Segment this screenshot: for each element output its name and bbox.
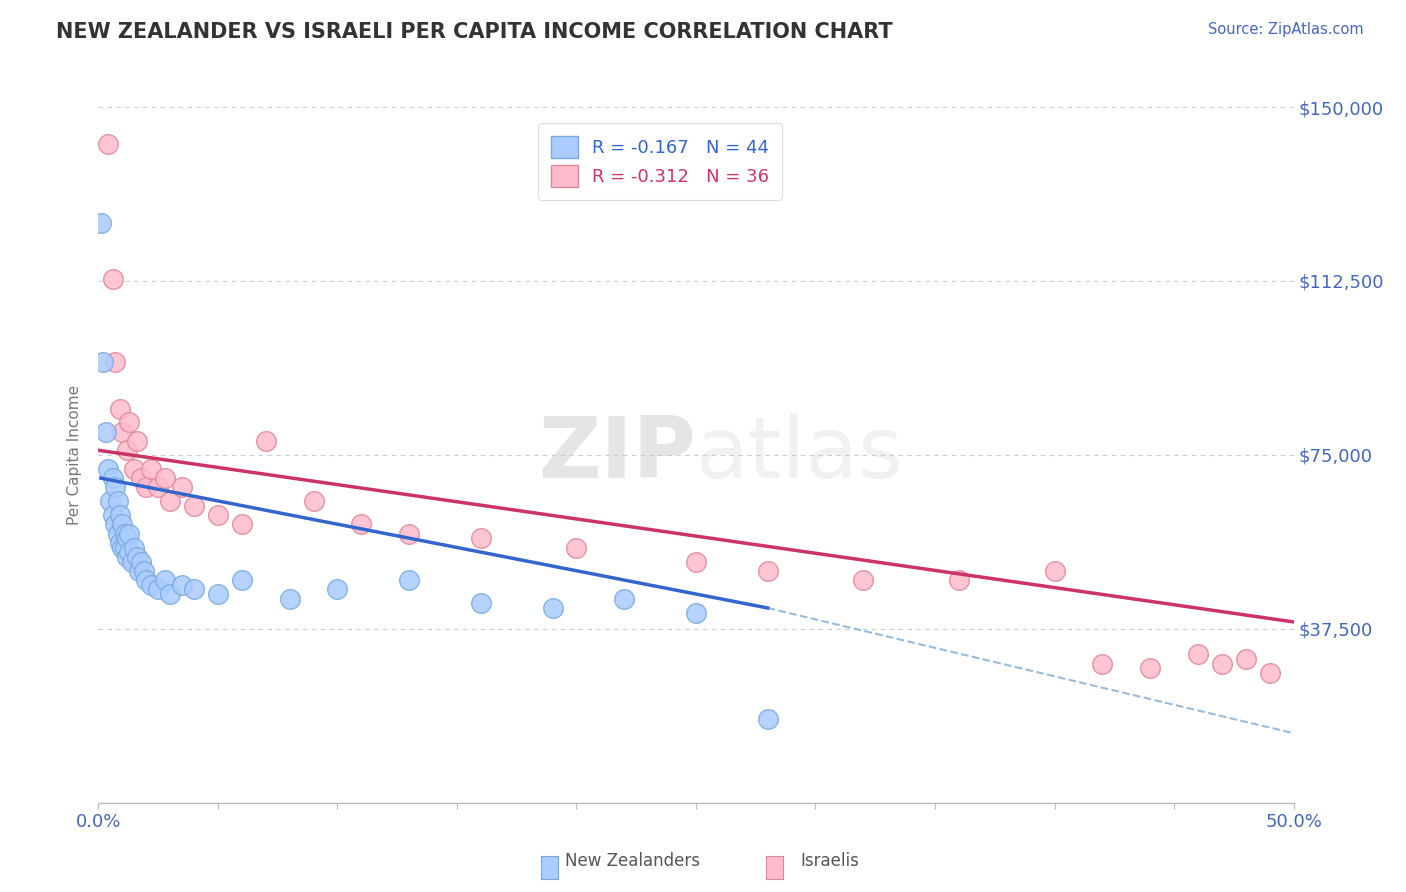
Point: [852, 573, 875, 587]
Point: [101, 508, 124, 523]
Point: [231, 573, 253, 587]
Point: [97, 137, 120, 152]
Point: [172, 578, 194, 592]
Point: [131, 471, 153, 485]
Point: [108, 536, 131, 550]
Point: [139, 462, 162, 476]
Point: [98, 494, 122, 508]
Point: [1043, 564, 1066, 578]
Point: [159, 494, 181, 508]
Point: [132, 564, 155, 578]
Point: [131, 555, 153, 569]
Point: [118, 545, 141, 559]
Point: [155, 573, 177, 587]
Point: [148, 480, 170, 494]
Legend: R = -0.167   N = 44, R = -0.312   N = 36: R = -0.167 N = 44, R = -0.312 N = 36: [538, 123, 782, 200]
Point: [128, 564, 150, 578]
Point: [111, 517, 134, 532]
Point: [302, 494, 325, 508]
Point: [1091, 657, 1114, 671]
Text: ZIP: ZIP: [538, 413, 696, 497]
Text: Source: ZipAtlas.com: Source: ZipAtlas.com: [1208, 22, 1364, 37]
Point: [114, 526, 136, 541]
Point: [121, 555, 143, 569]
Point: [94, 425, 117, 439]
Point: [115, 549, 138, 564]
Point: [114, 541, 136, 555]
Point: [104, 517, 127, 532]
Point: [183, 582, 205, 597]
Point: [948, 573, 970, 587]
Point: [90, 216, 112, 230]
Point: [108, 401, 131, 416]
Point: [207, 587, 229, 601]
Point: [111, 541, 134, 555]
Point: [350, 517, 373, 532]
Point: [613, 591, 636, 606]
Point: [756, 564, 779, 578]
Point: [398, 526, 420, 541]
Point: [398, 573, 420, 587]
Point: [1234, 652, 1257, 666]
Point: [1187, 648, 1209, 662]
Point: [97, 462, 120, 476]
Text: Israelis: Israelis: [800, 852, 859, 870]
Point: [183, 499, 205, 513]
Text: atlas: atlas: [696, 413, 904, 497]
Point: [118, 416, 141, 430]
Point: [107, 526, 129, 541]
Point: [685, 606, 707, 620]
Point: [107, 494, 129, 508]
Point: [1258, 665, 1281, 680]
Point: [685, 555, 707, 569]
Point: [1211, 657, 1233, 671]
Text: New Zealanders: New Zealanders: [565, 852, 700, 870]
Point: [115, 532, 138, 546]
Point: [541, 601, 564, 615]
Point: [155, 471, 177, 485]
Point: [104, 355, 127, 369]
Point: [148, 582, 170, 597]
Point: [565, 541, 588, 555]
Point: [159, 587, 181, 601]
Point: [326, 582, 349, 597]
Point: [470, 596, 492, 610]
Point: [125, 434, 148, 448]
Point: [111, 425, 134, 439]
Point: [172, 480, 194, 494]
Point: [254, 434, 277, 448]
Point: [470, 532, 492, 546]
Point: [135, 573, 157, 587]
Point: [91, 355, 114, 369]
Point: [135, 480, 157, 494]
Point: [101, 271, 124, 285]
Y-axis label: Per Capita Income: Per Capita Income: [67, 384, 83, 525]
Point: [756, 712, 779, 726]
Point: [207, 508, 229, 523]
Text: NEW ZEALANDER VS ISRAELI PER CAPITA INCOME CORRELATION CHART: NEW ZEALANDER VS ISRAELI PER CAPITA INCO…: [56, 22, 893, 42]
Point: [104, 480, 127, 494]
Point: [101, 471, 124, 485]
Point: [125, 549, 148, 564]
Point: [118, 526, 141, 541]
Point: [115, 443, 138, 458]
Point: [1139, 661, 1161, 675]
Point: [108, 508, 131, 523]
Point: [278, 591, 301, 606]
Point: [139, 578, 162, 592]
Point: [124, 462, 146, 476]
Point: [231, 517, 253, 532]
Point: [124, 541, 146, 555]
